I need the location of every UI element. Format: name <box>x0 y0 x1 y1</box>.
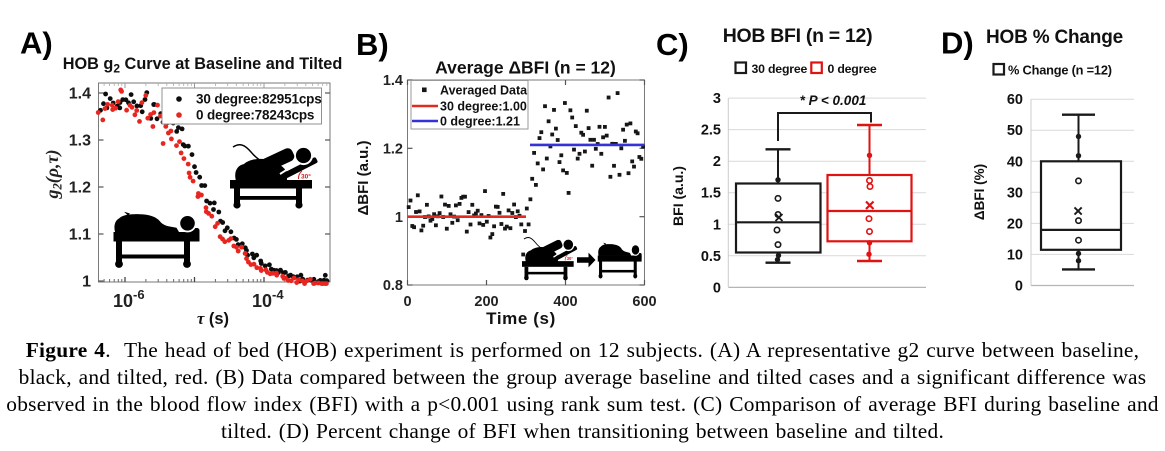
svg-text:ΔBFI (a.u.): ΔBFI (a.u.) <box>355 141 372 216</box>
svg-text:30°: 30° <box>567 256 573 261</box>
svg-text:Time (s): Time (s) <box>486 309 556 328</box>
svg-text:B): B) <box>356 27 389 62</box>
svg-text:1.2: 1.2 <box>383 142 403 158</box>
svg-text:0 degree: 0 degree <box>828 62 877 76</box>
svg-text:1.2: 1.2 <box>69 180 91 197</box>
svg-text:0: 0 <box>713 280 721 296</box>
svg-text:30°: 30° <box>301 173 311 181</box>
svg-text:0.5: 0.5 <box>701 249 721 265</box>
svg-text:10: 10 <box>1007 247 1023 263</box>
svg-text:HOB BFI (n = 12): HOB BFI (n = 12) <box>723 25 873 47</box>
svg-text:50: 50 <box>1007 123 1023 139</box>
svg-text:1.4: 1.4 <box>383 73 403 89</box>
svg-text:10-4: 10-4 <box>252 287 284 311</box>
svg-text:0 degree:78243cps: 0 degree:78243cps <box>196 108 314 123</box>
svg-text:% Change (n =12): % Change (n =12) <box>1008 63 1112 78</box>
svg-text:30: 30 <box>1007 185 1023 201</box>
svg-text:30 degree:82951cps: 30 degree:82951cps <box>196 92 322 107</box>
svg-text:60: 60 <box>1007 92 1023 108</box>
svg-text:A): A) <box>20 26 53 61</box>
svg-text:40: 40 <box>1007 154 1023 170</box>
svg-text:BFI (a.u.): BFI (a.u.) <box>670 166 686 226</box>
svg-text:1.5: 1.5 <box>701 186 721 202</box>
svg-text:C): C) <box>656 27 689 62</box>
svg-text:1.1: 1.1 <box>69 227 91 244</box>
svg-text:0 degree:1.21: 0 degree:1.21 <box>440 115 520 129</box>
svg-text:600: 600 <box>632 294 656 310</box>
svg-text:ΔBFI (%): ΔBFI (%) <box>972 164 987 220</box>
svg-text:10-6: 10-6 <box>113 287 145 311</box>
svg-text:1: 1 <box>713 217 721 233</box>
svg-text:0: 0 <box>1015 279 1023 295</box>
svg-text:g2(ρ,τ): g2(ρ,τ) <box>42 150 65 200</box>
svg-text:2.5: 2.5 <box>701 123 721 139</box>
svg-text:τ (s): τ (s) <box>197 309 229 328</box>
svg-text:2: 2 <box>713 154 721 170</box>
svg-text:Average ΔBFI (n = 12): Average ΔBFI (n = 12) <box>435 58 616 78</box>
svg-text:3: 3 <box>713 91 721 107</box>
svg-text:30 degree:1.00: 30 degree:1.00 <box>440 100 527 114</box>
svg-text:400: 400 <box>553 294 577 310</box>
svg-text:20: 20 <box>1007 216 1023 232</box>
svg-text:1: 1 <box>395 210 403 226</box>
svg-text:Averaged Data: Averaged Data <box>440 84 528 98</box>
svg-text:0.8: 0.8 <box>383 278 403 294</box>
svg-text:1.3: 1.3 <box>69 133 91 150</box>
svg-text:HOB g2 Curve at Baseline and T: HOB g2 Curve at Baseline and Tilted <box>63 55 343 76</box>
svg-text:0: 0 <box>403 294 411 310</box>
svg-text:30 degree: 30 degree <box>752 62 808 76</box>
svg-text:D): D) <box>941 26 974 61</box>
svg-text:1: 1 <box>82 274 91 291</box>
svg-text:200: 200 <box>474 294 498 310</box>
svg-text:HOB % Change: HOB % Change <box>986 27 1123 48</box>
svg-text:1.4: 1.4 <box>69 86 91 103</box>
svg-text:* P < 0.001: * P < 0.001 <box>800 93 867 108</box>
